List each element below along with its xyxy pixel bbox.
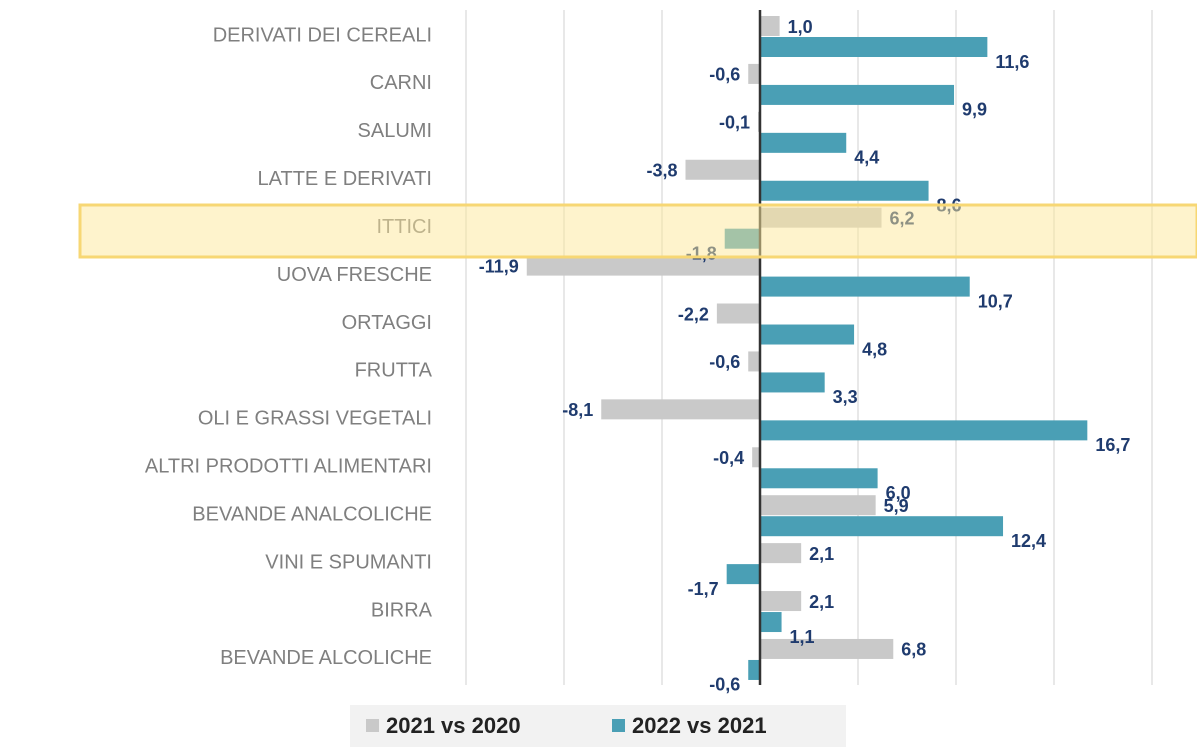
value-label: -0,6 — [709, 675, 740, 695]
bar — [760, 276, 970, 297]
bar — [748, 351, 760, 372]
bar — [760, 372, 825, 393]
legend-label: 2021 vs 2020 — [386, 713, 521, 738]
bar — [716, 303, 760, 324]
value-label: 11,6 — [995, 52, 1029, 72]
bar — [760, 468, 878, 489]
bar — [748, 63, 760, 84]
value-label: -0,6 — [709, 352, 740, 372]
bar — [760, 516, 1004, 537]
value-label: -3,8 — [646, 161, 677, 181]
category-label: ORTAGGI — [342, 312, 432, 334]
bar — [760, 37, 988, 57]
value-label: 2,1 — [809, 544, 834, 564]
category-label: FRUTTA — [355, 360, 433, 382]
value-label: 6,0 — [886, 483, 911, 503]
bar — [760, 543, 802, 564]
category-label: ALTRI PRODOTTI ALIMENTARI — [145, 456, 432, 478]
value-label: 16,7 — [1095, 435, 1130, 455]
value-label: 12,4 — [1011, 531, 1046, 551]
value-label: 4,4 — [854, 148, 879, 168]
value-label: 9,9 — [962, 100, 987, 120]
value-label: 6,8 — [901, 640, 926, 660]
value-label: -11,9 — [479, 256, 519, 276]
highlight-box — [78, 203, 1197, 259]
bar — [760, 612, 782, 633]
bar — [748, 659, 760, 680]
bar — [760, 591, 802, 612]
legend-swatch — [366, 719, 379, 732]
value-label: -0,1 — [719, 113, 750, 133]
value-label: -1,7 — [688, 579, 719, 599]
bar — [760, 495, 876, 516]
bar — [760, 638, 894, 659]
bar — [760, 420, 1088, 441]
bar — [752, 447, 760, 468]
value-label: -2,2 — [678, 304, 709, 324]
value-label: 10,7 — [978, 291, 1013, 311]
category-label: CARNI — [370, 72, 432, 94]
category-label: LATTE E DERIVATI — [258, 168, 432, 190]
category-label: DERIVATI DEI CEREALI — [213, 24, 432, 46]
category-label: BEVANDE ALCOLICHE — [220, 647, 432, 669]
legend-label: 2022 vs 2021 — [632, 713, 767, 738]
bar — [726, 564, 760, 585]
category-label: BIRRA — [371, 599, 433, 621]
bar — [760, 132, 847, 153]
value-label: -0,4 — [713, 448, 744, 468]
bar — [760, 84, 955, 105]
category-label: BEVANDE ANALCOLICHE — [192, 503, 432, 525]
plot: DERIVATI DEI CEREALI CARNI SALUMI LATTE E D… — [145, 10, 1153, 695]
value-label: 2,1 — [809, 592, 834, 612]
category-label: UOVA FRESCHE — [277, 264, 432, 286]
bar — [601, 399, 760, 420]
bar — [760, 180, 929, 201]
value-label: 3,3 — [833, 387, 858, 407]
value-label: 5,9 — [884, 496, 909, 516]
bar — [760, 324, 855, 345]
category-label: OLI E GRASSI VEGETALI — [198, 408, 432, 430]
value-label: -8,1 — [562, 400, 593, 420]
bar — [760, 16, 780, 36]
bar — [526, 255, 760, 276]
value-label: 1,0 — [788, 17, 813, 37]
value-label: 4,8 — [862, 339, 887, 359]
legend-background — [350, 705, 846, 747]
category-label: SALUMI — [358, 120, 432, 142]
legend-swatch — [612, 719, 625, 732]
category-label: VINI E SPUMANTI — [265, 551, 432, 573]
bar — [685, 159, 760, 180]
value-label: -0,6 — [709, 65, 740, 85]
value-label: 1,1 — [790, 627, 815, 647]
